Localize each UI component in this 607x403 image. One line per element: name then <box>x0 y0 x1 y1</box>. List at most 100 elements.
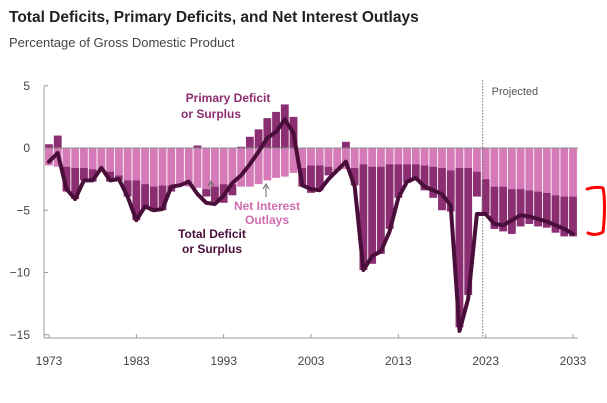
primary-bar <box>516 189 525 227</box>
primary-label-line2: or Surplus <box>181 107 241 121</box>
primary-bar <box>569 196 577 237</box>
x-tick-label: 2003 <box>298 354 325 368</box>
total-arrow-head <box>207 180 215 187</box>
primary-bar <box>394 164 403 198</box>
interest-label-line1: Net Interest <box>234 199 300 213</box>
primary-bar <box>499 186 508 232</box>
primary-bar <box>237 146 246 148</box>
interest-bar <box>289 148 298 173</box>
primary-bar <box>438 167 446 211</box>
interest-bar <box>307 148 315 166</box>
primary-bar <box>385 164 394 229</box>
primary-bar <box>132 180 141 221</box>
primary-bar <box>280 104 289 148</box>
interest-bar <box>560 148 569 197</box>
interest-bar <box>473 148 481 172</box>
interest-bar <box>403 148 411 165</box>
primary-bar <box>507 189 516 234</box>
interest-bar <box>202 148 211 190</box>
primary-bar <box>158 185 167 211</box>
total-deficit-line <box>47 117 575 333</box>
chart-subtitle: Percentage of Gross Domestic Product <box>9 35 235 50</box>
primary-bar <box>551 195 560 233</box>
x-tick-label: 1993 <box>210 354 237 368</box>
interest-bar <box>350 148 359 168</box>
y-tick-label: 0 <box>23 141 30 155</box>
y-tick-label: −5 <box>16 203 30 217</box>
total-label-line1: Total Deficit <box>178 227 246 241</box>
primary-bar <box>342 141 350 148</box>
primary-bar <box>534 191 542 227</box>
primary-bar <box>106 171 115 182</box>
interest-bar <box>333 148 342 170</box>
primary-bar <box>80 167 88 181</box>
primary-bar <box>542 192 551 228</box>
interest-bar <box>298 148 307 168</box>
interest-bar <box>499 148 508 187</box>
primary-bar <box>481 179 490 214</box>
interest-bar <box>219 148 228 185</box>
interest-bar <box>446 148 455 171</box>
primary-bar <box>464 167 473 295</box>
x-tick-label: 1983 <box>123 354 150 368</box>
interest-bar <box>149 148 158 187</box>
interest-bar <box>376 148 385 167</box>
primary-bar <box>490 186 499 229</box>
interest-bar <box>184 148 193 187</box>
x-tick-label: 2023 <box>472 354 499 368</box>
interest-bar <box>280 148 289 177</box>
interest-bar <box>551 148 560 196</box>
primary-bar <box>211 186 219 202</box>
primary-bar <box>307 165 315 193</box>
interest-bar <box>45 148 53 166</box>
primary-bar <box>263 118 272 148</box>
interest-bar <box>71 148 80 168</box>
interest-bar <box>193 148 202 188</box>
interest-bar <box>132 148 141 181</box>
interest-bar <box>507 148 516 190</box>
x-ticks: 1973 1983 1993 2003 2013 2023 2033 <box>36 334 587 368</box>
interest-bar <box>141 148 149 185</box>
primary-bar <box>420 165 429 191</box>
interest-bar <box>114 148 123 176</box>
primary-bar <box>429 166 438 198</box>
interest-bar <box>368 148 377 167</box>
interest-bar <box>158 148 167 186</box>
interest-bar <box>359 148 368 165</box>
primary-bar <box>446 170 455 212</box>
y-tick-label: 5 <box>23 79 30 93</box>
bars-layer <box>45 104 577 328</box>
interest-bar <box>342 148 350 170</box>
primary-label-line1: Primary Deficit <box>186 91 271 105</box>
interest-bar <box>106 148 115 172</box>
interest-bar <box>525 148 534 191</box>
interest-bar <box>88 148 97 170</box>
projected-label: Projected <box>492 86 538 98</box>
primary-bar <box>560 196 569 237</box>
primary-bar <box>53 135 62 148</box>
interest-bar <box>324 148 333 167</box>
interest-bar <box>420 148 429 166</box>
primary-bar <box>193 145 202 148</box>
primary-bar <box>149 186 158 212</box>
primary-bar <box>473 171 481 197</box>
interest-bar <box>516 148 525 190</box>
interest-label-line2: Outlays <box>245 213 289 227</box>
interest-bar <box>62 148 71 167</box>
primary-bar <box>141 184 149 210</box>
y-ticks: 5 0 −5 −10 −15 <box>10 79 48 342</box>
interest-bar <box>97 148 106 171</box>
primary-bar <box>245 136 254 148</box>
interest-bar <box>123 148 132 181</box>
interest-bar <box>438 148 446 168</box>
interest-bar <box>542 148 551 193</box>
x-tick-label: 2033 <box>560 354 587 368</box>
x-tick-label: 2013 <box>385 354 412 368</box>
primary-bar <box>45 144 53 148</box>
primary-bar <box>324 166 333 176</box>
interest-bar <box>429 148 438 167</box>
y-tick-label: −10 <box>10 266 31 280</box>
primary-bar <box>403 164 411 183</box>
chart-title: Total Deficits, Primary Deficits, and Ne… <box>9 9 419 26</box>
